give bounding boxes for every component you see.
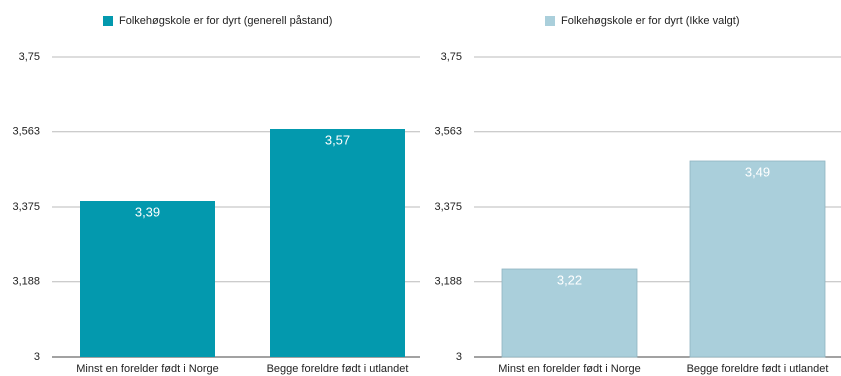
y-tick-label: 3,75 [441, 51, 462, 63]
x-tick-label: Begge foreldre født i utlandet [267, 363, 409, 375]
x-tick-label: Minst en forelder født i Norge [498, 363, 640, 375]
bar [270, 129, 405, 357]
y-tick-label: 3,188 [434, 276, 462, 288]
x-tick-label: Minst en forelder født i Norge [76, 363, 218, 375]
legend-label: Folkehøgskole er for dyrt (generell påst… [119, 15, 332, 27]
y-tick-label: 3,563 [12, 126, 40, 138]
y-tick-label: 3,375 [434, 201, 462, 213]
legend-swatch [545, 16, 555, 26]
value-label: 3,49 [745, 164, 770, 179]
x-tick-label: Begge foreldre født i utlandet [687, 363, 829, 375]
y-tick-label: 3,375 [12, 201, 40, 213]
legend-label: Folkehøgskole er for dyrt (Ikke valgt) [561, 15, 740, 27]
value-label: 3,39 [135, 204, 160, 219]
y-tick-label: 3 [456, 351, 462, 363]
legend-swatch [103, 16, 113, 26]
y-tick-label: 3,563 [434, 126, 462, 138]
bar [501, 268, 638, 358]
value-label: 3,22 [557, 272, 582, 287]
value-label: 3,57 [325, 132, 350, 147]
bar [689, 160, 826, 358]
y-tick-label: 3,188 [12, 276, 40, 288]
y-tick-label: 3,75 [19, 51, 40, 63]
y-tick-label: 3 [34, 351, 40, 363]
bar [80, 201, 215, 357]
